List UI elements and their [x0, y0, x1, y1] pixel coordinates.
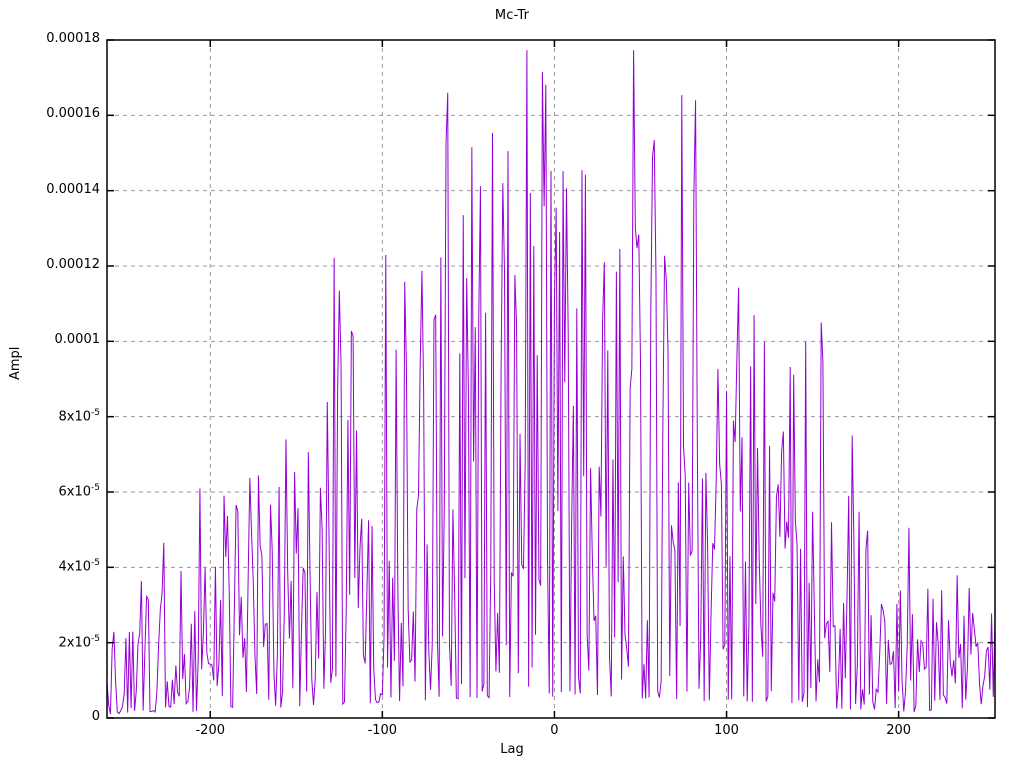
y-tick-label: 0.00012 [46, 257, 100, 272]
y-tick-label: 0.00018 [46, 31, 100, 46]
y-tick-label: 0 [91, 709, 100, 724]
x-tick-label: 0 [550, 723, 559, 738]
y-tick-label: 4x10-5 [58, 558, 101, 575]
x-tick-label: -200 [195, 723, 225, 738]
y-tick-label: 8x10-5 [58, 407, 101, 424]
x-tick-label: 100 [714, 723, 739, 738]
y-tick-label: 2x10-5 [58, 633, 101, 650]
x-tick-label: -100 [367, 723, 398, 738]
data-series-line [106, 50, 996, 715]
y-tick-label: 0.00014 [46, 181, 100, 197]
chart-title: Mc-Tr [494, 8, 530, 23]
y-tick-label: 6x10-5 [58, 483, 101, 500]
y-tick-label: 0.0001 [54, 332, 101, 348]
axis-frame [106, 39, 996, 719]
x-tick-label: 200 [886, 723, 912, 738]
x-axis-label: Lag [500, 742, 524, 757]
y-tick-label: 0.00016 [46, 106, 100, 122]
